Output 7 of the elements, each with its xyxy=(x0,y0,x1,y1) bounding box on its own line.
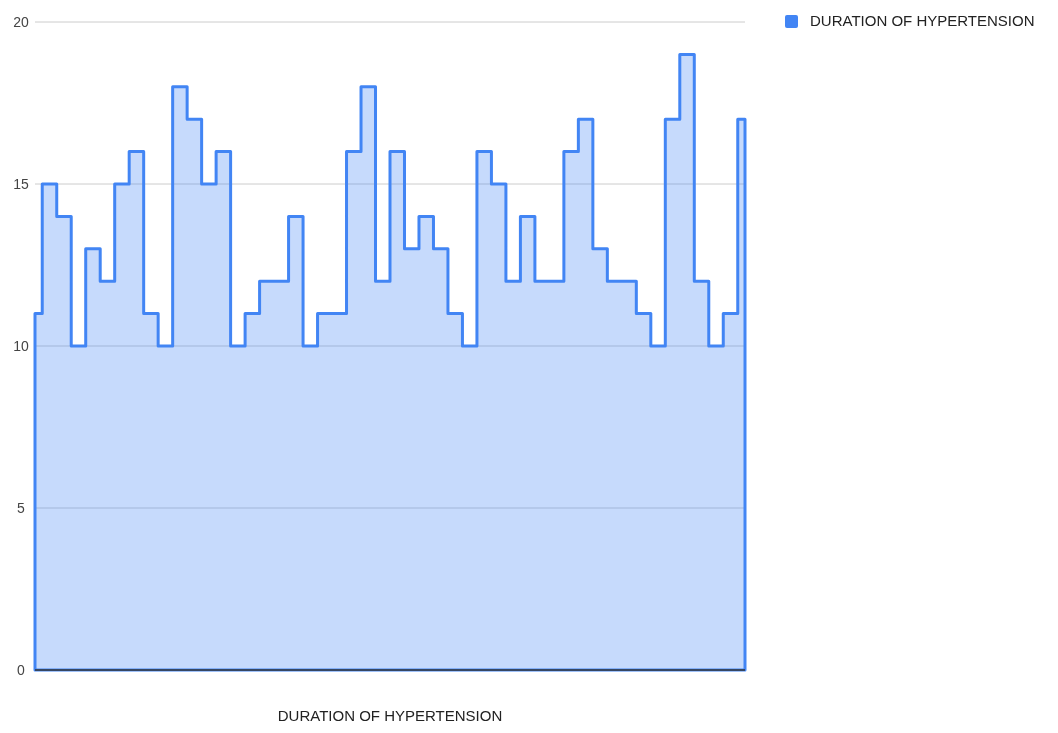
x-axis-title: DURATION OF HYPERTENSION xyxy=(277,707,503,724)
y-tick-label: 5 xyxy=(17,499,26,516)
y-tick-label: 0 xyxy=(17,661,26,678)
y-tick-label: 15 xyxy=(13,175,29,192)
legend-label: DURATION OF HYPERTENSION xyxy=(810,12,1035,29)
y-tick-label: 20 xyxy=(13,13,29,30)
y-tick-label: 10 xyxy=(13,337,29,354)
